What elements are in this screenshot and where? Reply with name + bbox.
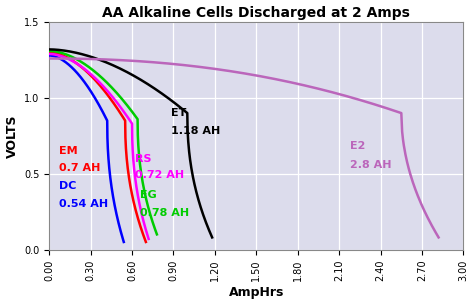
X-axis label: AmpHrs: AmpHrs [228, 286, 284, 300]
Text: 1.18 AH: 1.18 AH [171, 126, 220, 136]
Text: E2: E2 [350, 142, 365, 152]
Y-axis label: VOLTS: VOLTS [6, 114, 18, 158]
Text: 0.54 AH: 0.54 AH [59, 199, 108, 209]
Text: EM: EM [59, 146, 77, 156]
Text: ET: ET [171, 108, 186, 118]
Text: 0.72 AH: 0.72 AH [135, 170, 184, 180]
Text: RS: RS [135, 154, 151, 163]
Title: AA Alkaline Cells Discharged at 2 Amps: AA Alkaline Cells Discharged at 2 Amps [102, 5, 410, 20]
Text: DC: DC [59, 181, 76, 191]
Text: EG: EG [140, 190, 157, 200]
Text: 0.78 AH: 0.78 AH [140, 208, 190, 218]
Text: 0.7 AH: 0.7 AH [59, 163, 100, 173]
Text: 2.8 AH: 2.8 AH [350, 160, 392, 170]
